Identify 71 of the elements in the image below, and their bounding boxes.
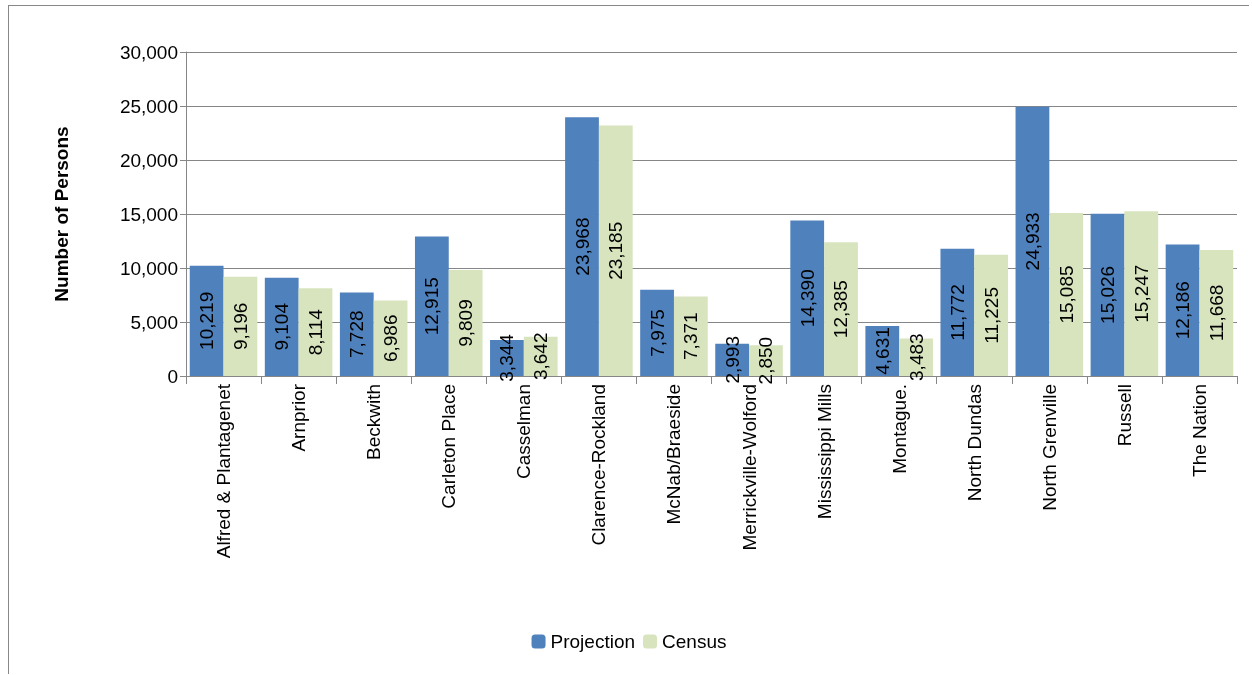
- bar: [1124, 211, 1159, 376]
- x-tick-label: The Nation: [1188, 384, 1210, 477]
- data-label: 7,371: [680, 312, 702, 360]
- data-label: 24,933: [1021, 212, 1043, 271]
- bar: [673, 296, 708, 376]
- x-tick-label: Casselman: [513, 384, 535, 480]
- x-tick-label: Merrickville-Wolford: [738, 384, 760, 551]
- data-label: 12,385: [830, 280, 852, 339]
- data-label: 15,247: [1130, 264, 1152, 323]
- y-axis-title: Number of Persons: [51, 126, 72, 302]
- data-label: 9,196: [229, 302, 251, 351]
- x-tick-label: Clarence-Rockland: [588, 384, 610, 546]
- data-label: 4,631: [871, 327, 893, 375]
- x-tick-label: Alfred & Plantagenet: [213, 383, 235, 559]
- bar: [264, 277, 299, 376]
- data-label: 12,915: [421, 277, 443, 336]
- data-label: 3,344: [496, 333, 518, 382]
- data-label: 11,668: [1205, 284, 1227, 342]
- bar: [940, 248, 975, 376]
- bar: [448, 270, 483, 376]
- bar: [189, 265, 224, 376]
- data-label: 15,085: [1055, 265, 1077, 324]
- bar: [1199, 249, 1234, 376]
- bar: [790, 220, 825, 376]
- data-label: 2,993: [721, 336, 743, 384]
- bar: [824, 242, 858, 376]
- data-label: 10,219: [196, 291, 218, 350]
- data-label: 7,728: [346, 310, 368, 359]
- data-label: 12,186: [1172, 281, 1194, 340]
- bar: [565, 117, 599, 376]
- x-tick-label: Montague.: [888, 384, 910, 474]
- y-tick-label: 0: [167, 365, 178, 387]
- bar: [1049, 213, 1084, 376]
- legend-label: Projection: [550, 631, 636, 652]
- x-tick-label: McNab/Braeside: [663, 384, 685, 525]
- y-tick-label: 25,000: [119, 95, 178, 117]
- bar: [974, 254, 1009, 376]
- y-tick-label: 5,000: [130, 311, 178, 333]
- data-label: 3,483: [905, 333, 927, 381]
- data-label: 11,225: [980, 287, 1002, 344]
- y-tick-label: 20,000: [119, 149, 178, 171]
- data-label: 7,975: [646, 309, 668, 357]
- bar: [1165, 244, 1200, 376]
- data-label: 3,642: [530, 332, 552, 381]
- bar: [640, 289, 674, 376]
- x-tick-label: North Grenville: [1038, 384, 1060, 511]
- bar: [1015, 106, 1050, 376]
- data-label: 6,986: [380, 314, 402, 363]
- data-label: 14,390: [796, 269, 818, 328]
- bar: [598, 125, 633, 376]
- data-label: 2,850: [755, 336, 777, 385]
- bar: [1090, 213, 1125, 376]
- data-label: 11,772: [946, 284, 968, 341]
- data-label: 9,809: [455, 299, 477, 347]
- x-tick-label: Mississippi Mills: [813, 384, 835, 520]
- y-tick-label: 10,000: [119, 257, 178, 279]
- bar: [414, 236, 449, 376]
- y-tick-label: 15,000: [119, 203, 178, 225]
- data-label: 23,968: [571, 217, 593, 276]
- x-tick-label: Russell: [1113, 384, 1135, 447]
- legend-label: Census: [662, 631, 727, 652]
- y-tick-label: 30,000: [119, 41, 178, 63]
- data-label: 9,104: [271, 302, 293, 351]
- data-label: 15,026: [1097, 265, 1118, 324]
- bar: [339, 292, 374, 376]
- x-tick-label: Arnprior: [288, 383, 310, 452]
- data-label: 23,185: [605, 221, 627, 280]
- x-tick-label: North Dundas: [963, 384, 985, 502]
- x-tick-label: Beckwith: [363, 384, 385, 461]
- data-label: 8,114: [305, 308, 326, 356]
- x-tick-label: Carleton Place: [438, 384, 460, 509]
